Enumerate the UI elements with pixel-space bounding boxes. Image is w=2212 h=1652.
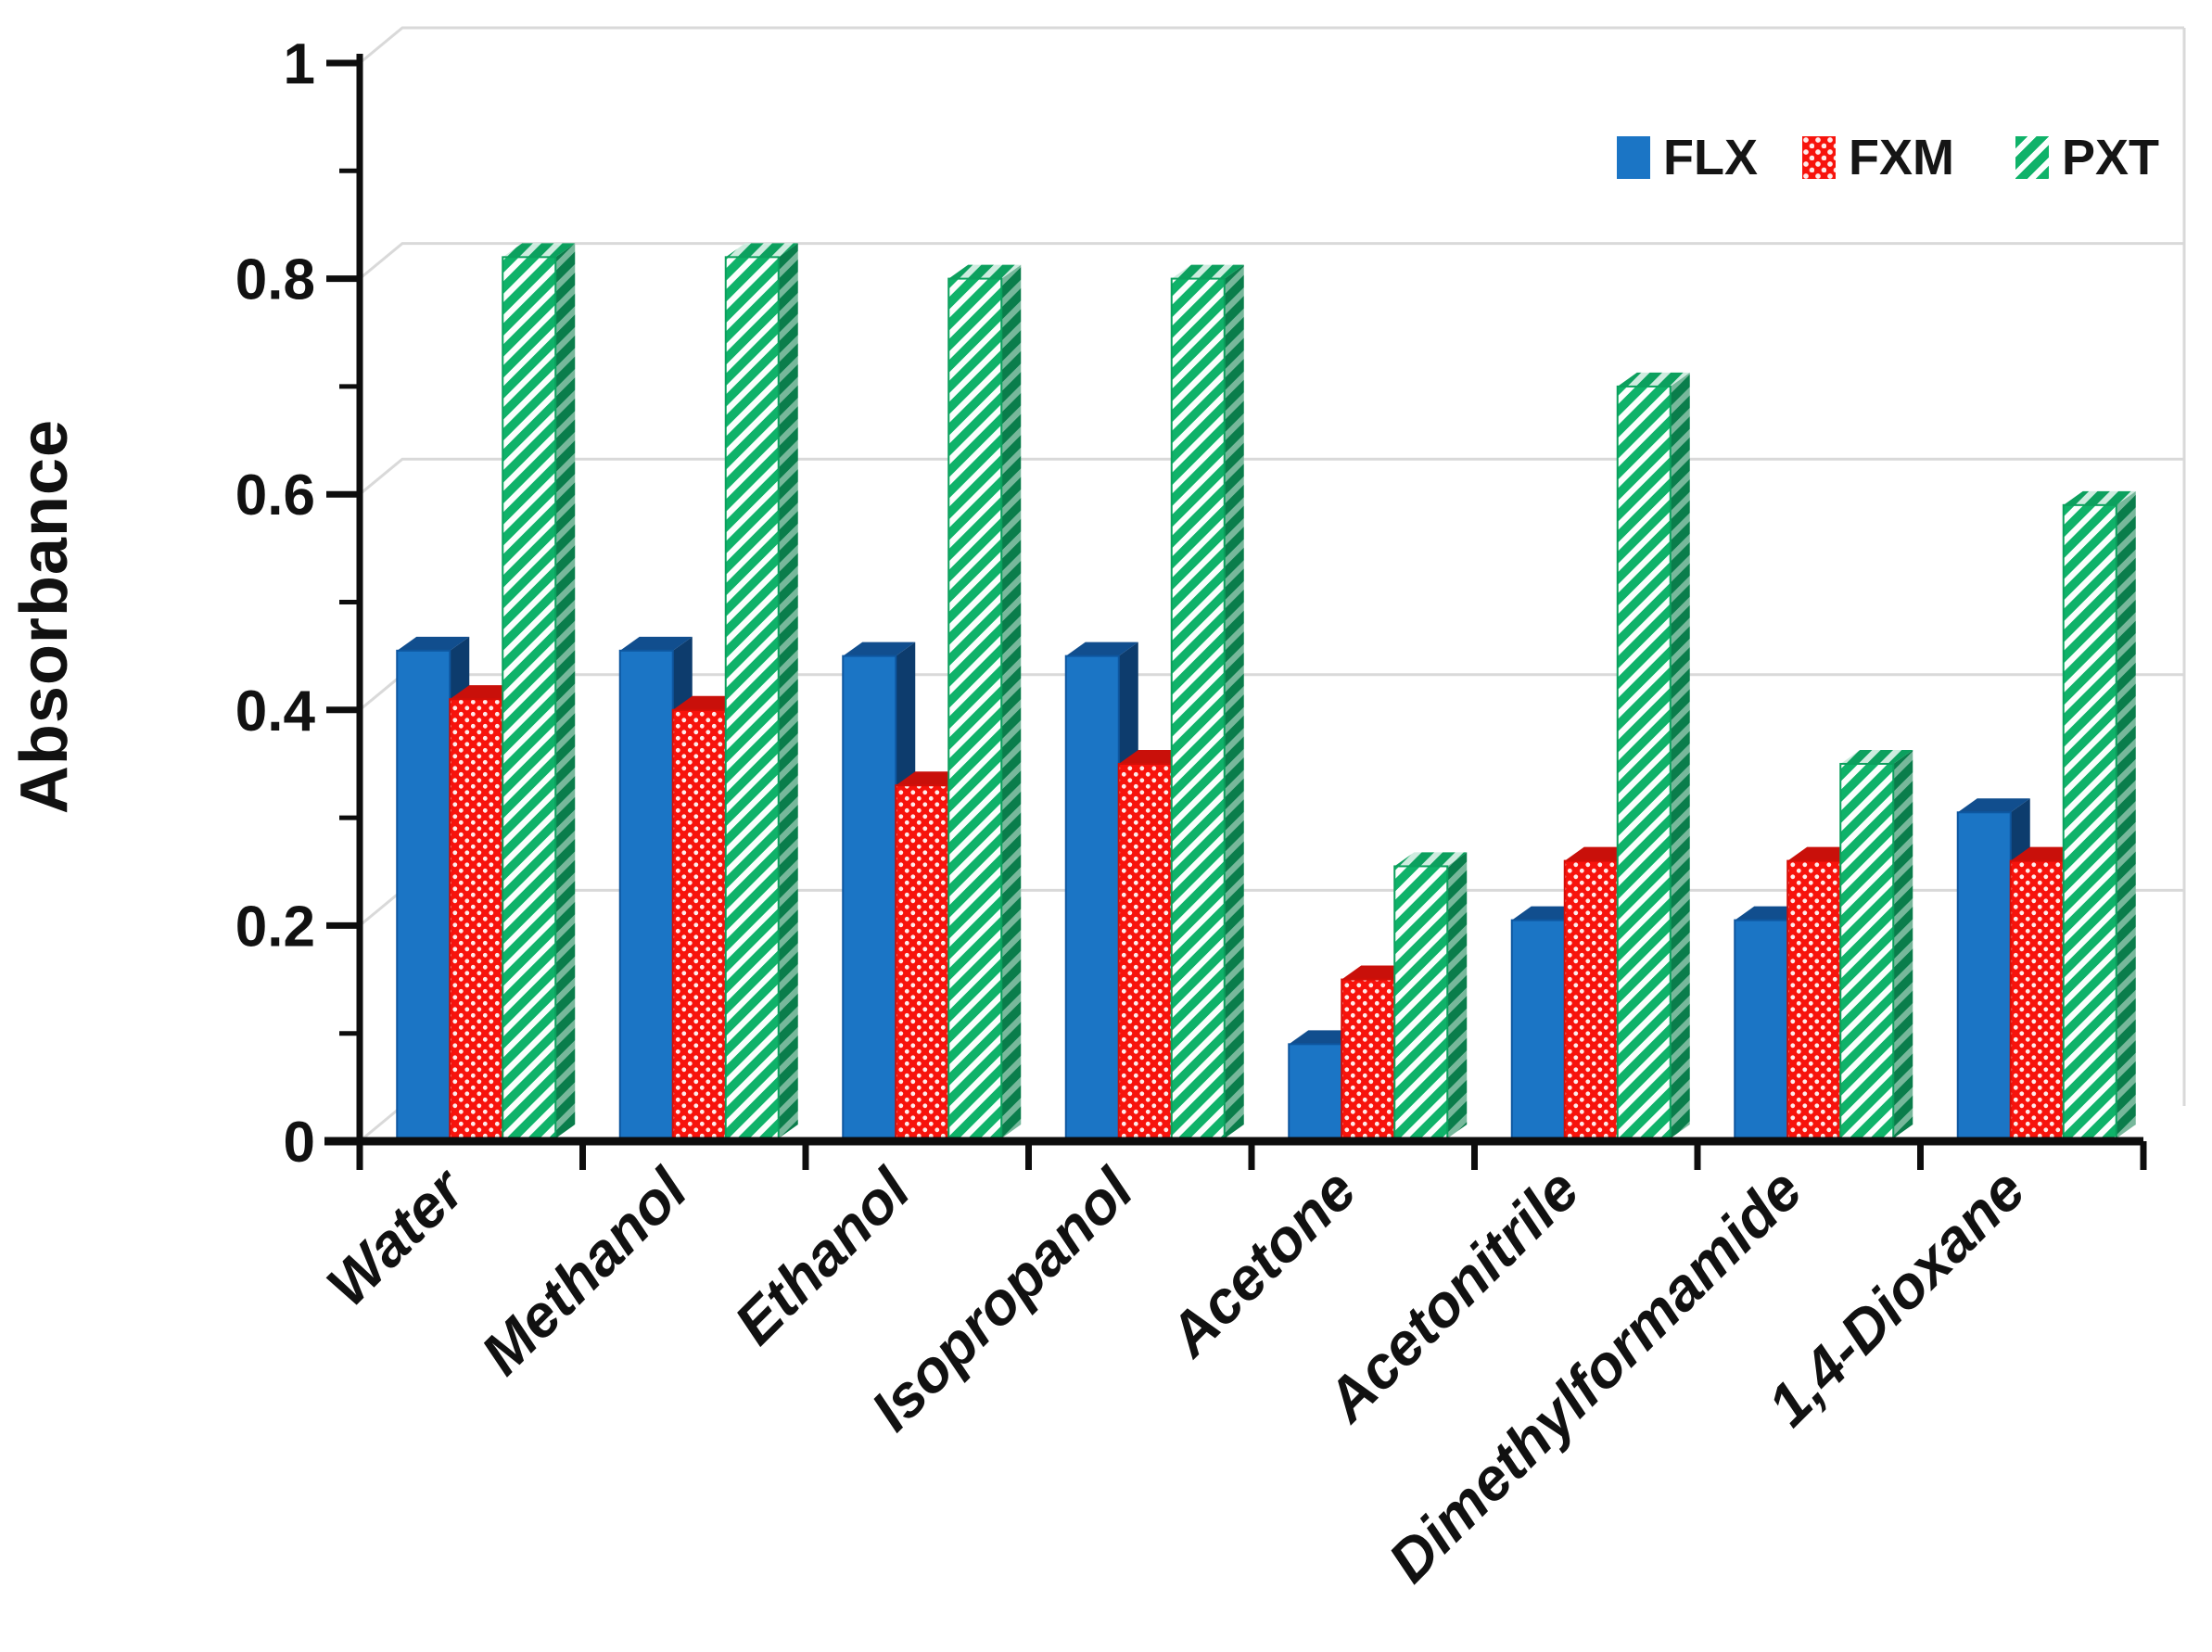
bar-front (1393, 865, 1449, 1139)
y-tick-label: 0.2 (235, 895, 315, 959)
legend-item-pxt: PXT (2015, 130, 2159, 185)
bar-front (618, 649, 674, 1139)
bar-front (1288, 1043, 1343, 1139)
bar-front (724, 256, 780, 1139)
bar-top (1957, 798, 2030, 813)
bar-front (1064, 654, 1120, 1139)
bar-front (1839, 762, 1895, 1139)
bar-front (842, 654, 897, 1139)
bar-front (671, 708, 727, 1139)
bar-front (1786, 859, 1842, 1139)
bar-water-pxt (502, 243, 576, 1139)
legend-key-flx-swatch (1617, 136, 1650, 179)
bar-side (778, 243, 798, 1139)
bar-front (449, 698, 504, 1139)
bar-top (1065, 642, 1138, 656)
bar-top (725, 243, 798, 258)
bar-isopropanol-pxt (1170, 264, 1244, 1140)
bar-top (1840, 749, 1913, 764)
bar-front (895, 784, 950, 1140)
legend-key-pxt-swatch (2015, 136, 2049, 179)
bar-side (1224, 264, 1244, 1139)
bar-top (1171, 264, 1244, 279)
bar-methanol-pxt (724, 243, 798, 1139)
category-label: Acetone (1154, 1156, 1368, 1370)
bar-front (947, 277, 1003, 1140)
y-gridline (359, 26, 2184, 65)
y-axis-title: Absorbance (7, 418, 82, 815)
y-tick-label: 0.4 (235, 680, 316, 743)
bar-side (555, 243, 576, 1139)
bar-top (843, 642, 916, 656)
bar-acetone-pxt (1393, 852, 1468, 1139)
bar-dimethylformamide-pxt (1839, 749, 1913, 1139)
bar-side (1001, 264, 1022, 1139)
y-tick-label: 0.6 (235, 464, 315, 527)
bar-side (2116, 490, 2136, 1138)
bar-top (1394, 852, 1468, 867)
bar-front (1117, 762, 1173, 1139)
bar-front (1170, 277, 1226, 1140)
bar-side (1670, 372, 1690, 1138)
category-label: Dimethylformamide (1376, 1156, 1814, 1595)
bar-top (1617, 372, 1690, 387)
legend-label-flx: FLX (1663, 130, 1758, 185)
bar-top (619, 636, 693, 651)
bar-top (397, 636, 470, 651)
bar-top (2063, 490, 2136, 505)
bar-front (2009, 859, 2065, 1139)
bar-ethanol-pxt (947, 264, 1022, 1140)
category-label: Water (313, 1154, 478, 1319)
y-tick-label: 0.8 (235, 248, 315, 312)
bar-side (1893, 749, 1913, 1138)
legend-label-pxt: PXT (2062, 130, 2160, 185)
bar-front (1956, 811, 2012, 1139)
bar-front (1734, 919, 1789, 1140)
legend-item-flx: FLX (1617, 130, 1758, 185)
bar-front (1616, 385, 1672, 1139)
category-label: Ethanol (721, 1155, 923, 1357)
category-label: Methanol (468, 1155, 700, 1387)
y-tick-label: 1 (284, 32, 315, 96)
bar-front (1563, 859, 1619, 1139)
bar-acetonitrile-pxt (1616, 372, 1690, 1139)
legend-label-fxm: FXM (1849, 130, 1954, 185)
bar-front (502, 256, 557, 1139)
bar-front (2062, 503, 2117, 1139)
bar-front (1341, 978, 1396, 1140)
bar-front (1510, 919, 1566, 1140)
legend-item-fxm: FXM (1802, 130, 1954, 185)
bar-top (502, 243, 576, 258)
bar-side (1447, 852, 1468, 1138)
legend-key-fxm-swatch (1802, 136, 1836, 179)
y-gridline (359, 457, 2184, 496)
y-gridline-origin (359, 1104, 403, 1143)
bar-1-4-dioxane-pxt (2062, 490, 2136, 1139)
bar-front (396, 649, 451, 1139)
bar-top (948, 264, 1022, 279)
y-gridline (359, 242, 2184, 280)
y-tick-label: 0 (284, 1111, 315, 1175)
